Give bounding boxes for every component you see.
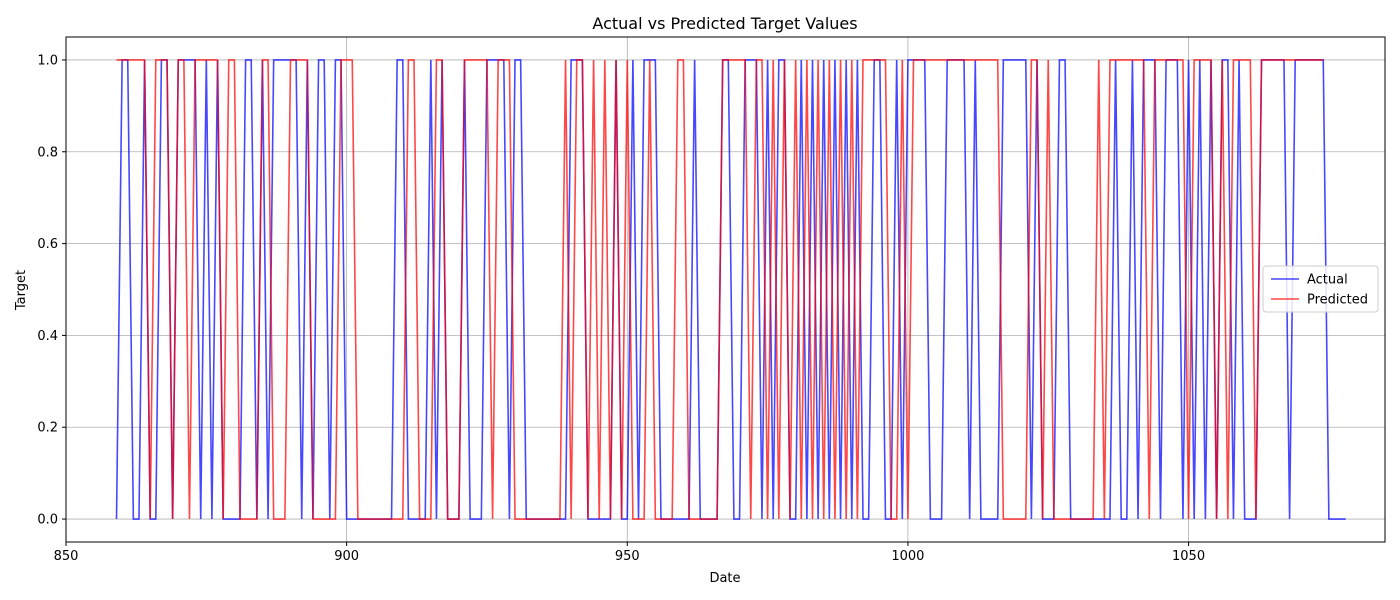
y-tick-label: 1.0	[37, 53, 58, 68]
legend-box	[1262, 265, 1379, 313]
x-tick-label: 1000	[891, 549, 924, 564]
series-line-predicted	[116, 59, 1324, 520]
y-tick-label: 0.4	[37, 329, 58, 344]
x-tick-label: 850	[54, 549, 79, 564]
y-tick-label: 0.8	[37, 145, 58, 160]
x-tick-label: 900	[334, 549, 359, 564]
series-lines	[115, 59, 1346, 520]
legend-label: Actual	[1307, 273, 1348, 288]
x-axis-label: Date	[709, 571, 740, 586]
y-axis-ticks: 0.0 0.2 0.4 0.6 0.8 1.0	[37, 53, 66, 528]
chart-title: Actual vs Predicted Target Values	[592, 14, 857, 33]
y-tick-label: 0.2	[37, 421, 58, 436]
legend-label: Predicted	[1307, 293, 1368, 308]
y-tick-label: 0.0	[37, 513, 58, 528]
y-axis-label: Target	[14, 270, 29, 311]
x-tick-label: 950	[615, 549, 640, 564]
x-axis-ticks: 850 900 950 1000 1050	[54, 542, 1205, 564]
series-line-actual	[115, 59, 1346, 520]
x-tick-label: 1050	[1172, 549, 1205, 564]
plot-frame	[65, 36, 1386, 543]
y-tick-label: 0.6	[37, 237, 58, 252]
legend: Actual Predicted	[1262, 265, 1379, 313]
